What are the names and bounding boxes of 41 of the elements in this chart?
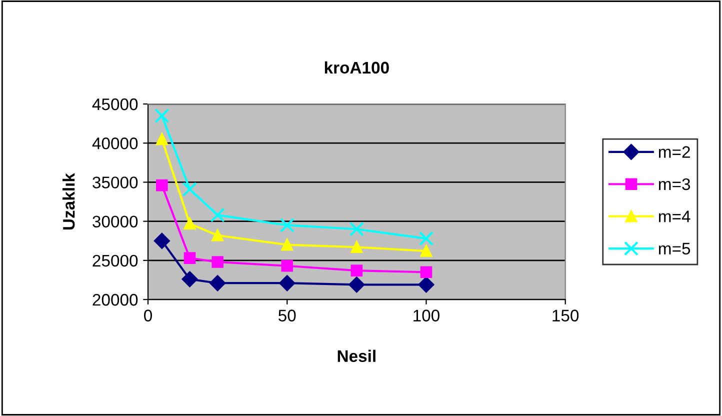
point — [348, 276, 365, 293]
point — [350, 241, 363, 254]
chart-title: kroA100 — [324, 61, 389, 74]
y-tick-label: 30000 — [92, 216, 138, 228]
y-tick-label: 45000 — [92, 98, 138, 110]
x-tick-label: 100 — [414, 310, 440, 322]
point — [279, 275, 296, 292]
y-tick-label: 35000 — [92, 176, 138, 188]
point — [154, 108, 170, 124]
legend-label: m=4 — [658, 210, 690, 222]
point — [418, 231, 434, 246]
point — [350, 264, 363, 276]
y-tick-label: 40000 — [92, 138, 138, 150]
x-axis-title: Nesil — [338, 350, 376, 362]
y-axis-title: Uzaklık — [62, 173, 75, 230]
x-tick-label: 50 — [278, 310, 296, 322]
point — [184, 218, 196, 230]
point — [184, 252, 196, 264]
legend-label: m=5 — [658, 242, 690, 255]
point — [156, 133, 168, 146]
point — [281, 260, 294, 272]
point — [212, 256, 224, 268]
y-tick-label: 25000 — [92, 254, 138, 267]
point — [212, 229, 224, 242]
point — [349, 222, 364, 236]
x-tick-label: 0 — [144, 310, 152, 322]
legend-label: m=3 — [658, 178, 690, 190]
point — [418, 276, 434, 293]
point — [154, 232, 170, 249]
point — [281, 238, 294, 251]
x-tick-label: 150 — [552, 310, 579, 322]
point — [182, 271, 198, 288]
point — [210, 208, 225, 222]
point — [182, 182, 198, 197]
point — [280, 218, 294, 233]
point — [210, 275, 226, 292]
point — [420, 245, 432, 257]
y-tick-label: 20000 — [92, 294, 138, 306]
point — [420, 266, 432, 278]
point — [156, 179, 168, 192]
legend-label: m=2 — [658, 146, 690, 158]
